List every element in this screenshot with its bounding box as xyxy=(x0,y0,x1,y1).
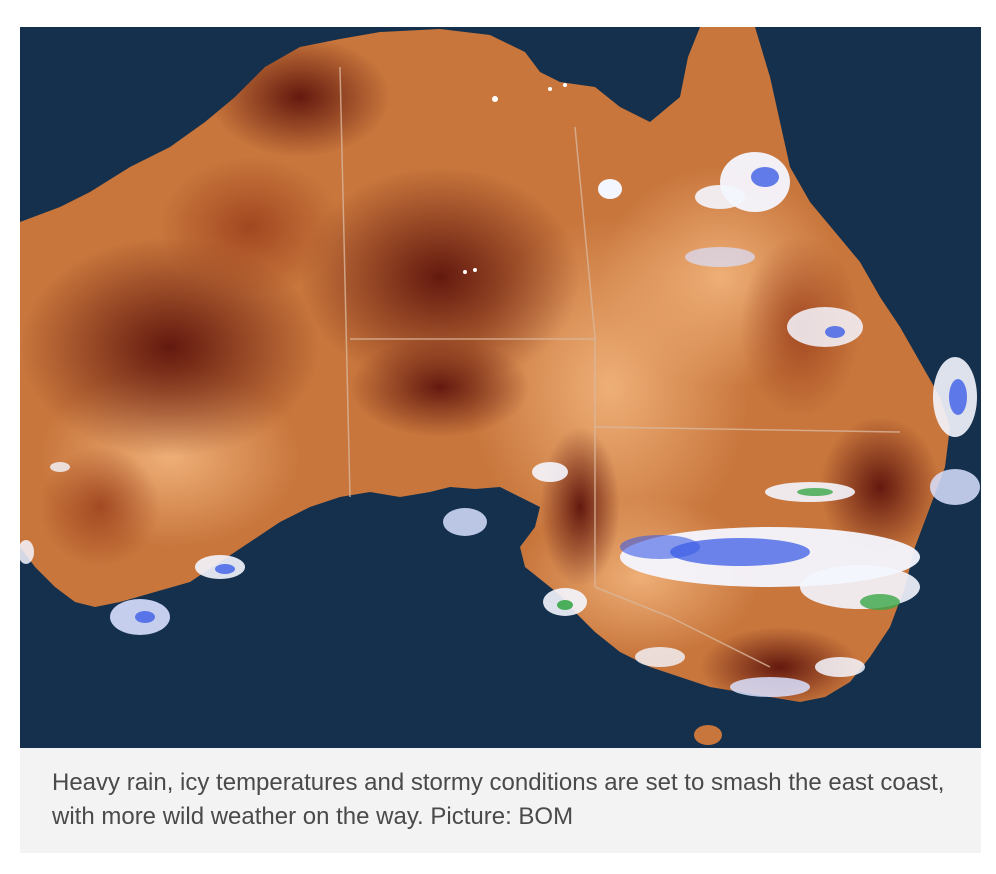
australia-map-svg xyxy=(20,27,981,748)
caption-box: Heavy rain, icy temperatures and stormy … xyxy=(20,748,981,853)
state-borders xyxy=(339,66,901,668)
border-qld-nsw xyxy=(594,426,901,433)
news-figure: Heavy rain, icy temperatures and stormy … xyxy=(20,27,981,853)
image-caption: Heavy rain, icy temperatures and stormy … xyxy=(52,769,945,830)
border-nsw-vic xyxy=(594,586,771,668)
rain-radar xyxy=(20,83,980,697)
tasmania-tip xyxy=(694,725,722,745)
weather-map xyxy=(20,27,981,748)
border-wa xyxy=(339,66,351,498)
border-qld-sa xyxy=(574,126,596,587)
